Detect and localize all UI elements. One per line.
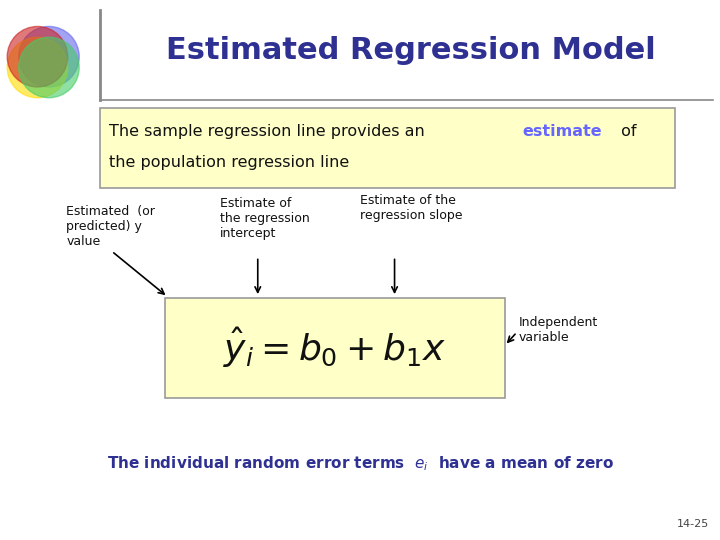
- Text: Independent
variable: Independent variable: [518, 316, 598, 344]
- Text: Estimate of the
regression slope: Estimate of the regression slope: [360, 194, 462, 222]
- Ellipse shape: [19, 26, 79, 87]
- Text: Estimated  (or
predicted) y
value: Estimated (or predicted) y value: [66, 205, 155, 248]
- Text: the population regression line: the population regression line: [109, 154, 350, 170]
- Text: Estimated Regression Model: Estimated Regression Model: [166, 36, 655, 65]
- Text: The individual random error terms  $e_i$  have a mean of zero: The individual random error terms $e_i$ …: [107, 454, 613, 472]
- Ellipse shape: [19, 37, 79, 98]
- Text: The sample regression line provides an: The sample regression line provides an: [109, 124, 431, 139]
- Text: estimate: estimate: [522, 124, 602, 139]
- FancyBboxPatch shape: [100, 108, 675, 188]
- Text: of: of: [616, 124, 636, 139]
- Ellipse shape: [7, 37, 68, 98]
- Text: Estimate of
the regression
intercept: Estimate of the regression intercept: [220, 197, 310, 240]
- Text: 14-25: 14-25: [677, 519, 709, 529]
- Text: $\hat{y}_i = b_0 + b_1 x$: $\hat{y}_i = b_0 + b_1 x$: [223, 326, 446, 370]
- Ellipse shape: [7, 26, 68, 87]
- FancyBboxPatch shape: [165, 298, 505, 398]
